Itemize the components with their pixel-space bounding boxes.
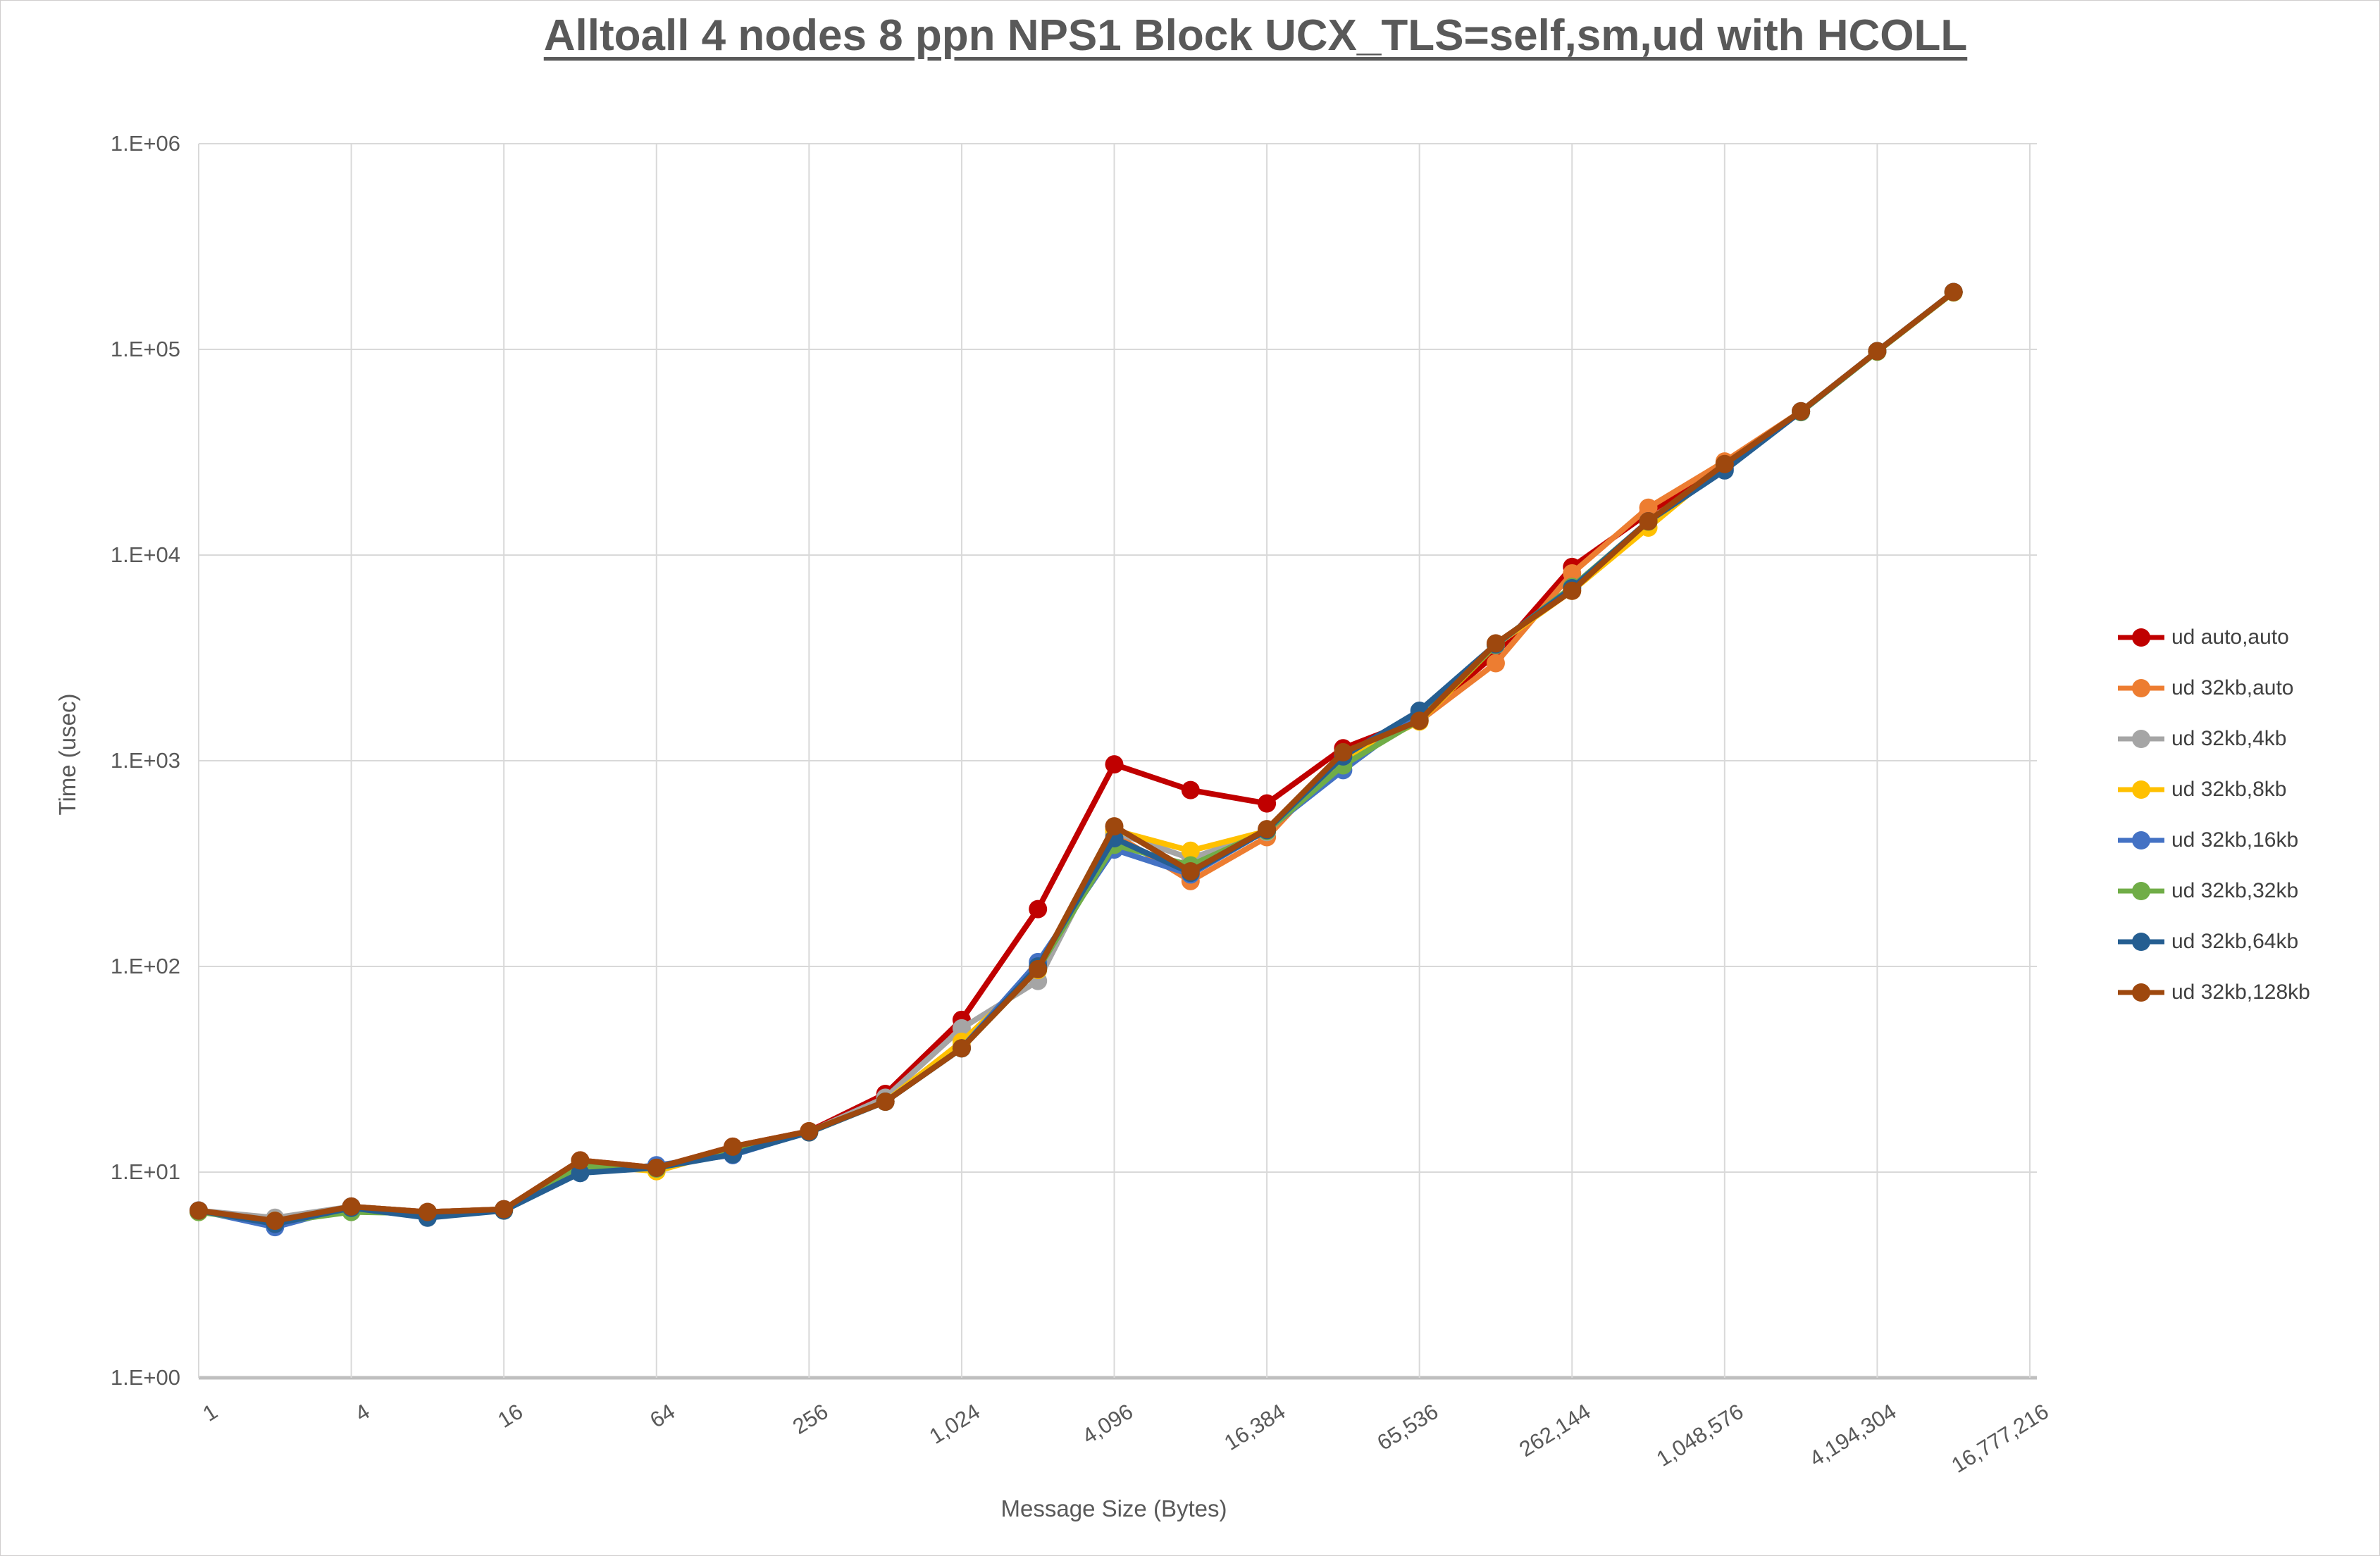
data-point-marker [571, 1151, 590, 1170]
legend-label: ud auto,auto [2171, 625, 2289, 649]
data-point-marker [952, 1019, 971, 1038]
legend-item-ud-32kb-auto: ud 32kb,auto [2118, 663, 2310, 714]
x-axis-title: Message Size (Bytes) [1000, 1495, 1227, 1521]
data-point-marker [724, 1137, 743, 1156]
data-point-marker [1105, 755, 1124, 774]
legend-item-ud-32kb-32kb: ud 32kb,32kb [2118, 866, 2310, 916]
legend-marker-icon [2118, 831, 2164, 849]
data-point-marker [1258, 820, 1277, 839]
series-ud-32kb-64kb [190, 282, 1963, 1233]
data-point-marker [876, 1093, 895, 1112]
legend-marker-icon [2118, 933, 2164, 951]
data-point-marker [1029, 959, 1048, 978]
legend-label: ud 32kb,32kb [2171, 879, 2299, 902]
data-point-marker [571, 1164, 590, 1183]
series-ud-32kb-32kb [190, 282, 1963, 1232]
y-tick-label: 1.E+01 [110, 1159, 180, 1184]
y-tick-label: 1.E+03 [110, 748, 180, 773]
data-point-marker [1563, 581, 1582, 600]
legend-marker-icon [2118, 628, 2164, 647]
data-point-marker [266, 1212, 285, 1231]
data-point-marker [647, 1158, 666, 1177]
data-point-marker [342, 1197, 361, 1216]
data-point-marker [1563, 564, 1582, 583]
legend-item-ud-32kb-16kb: ud 32kb,16kb [2118, 815, 2310, 866]
data-point-marker [1715, 454, 1734, 473]
series-line [196, 289, 1957, 1221]
data-point-marker [190, 1201, 208, 1220]
series-ud-32kb-auto [190, 282, 1963, 1231]
y-tick-label: 1.E+04 [110, 542, 180, 567]
series-ud-32kb-128kb [190, 282, 1963, 1231]
legend-marker-icon [2118, 882, 2164, 900]
series-ud-auto-auto [190, 282, 1963, 1231]
series-ud-32kb-4kb [190, 282, 1963, 1227]
series-line [196, 289, 1957, 1224]
legend-item-ud-32kb-128kb: ud 32kb,128kb [2118, 967, 2310, 1018]
legend-marker-icon [2118, 983, 2164, 1002]
series-line [196, 289, 1957, 1226]
legend-marker-icon [2118, 679, 2164, 697]
data-point-marker [1944, 282, 1963, 301]
legend-item-ud-32kb-8kb: ud 32kb,8kb [2118, 764, 2310, 815]
data-point-marker [1334, 742, 1353, 761]
y-tick-label: 1.E+05 [110, 337, 180, 361]
data-point-marker [1105, 817, 1124, 836]
legend-label: ud 32kb,auto [2171, 676, 2294, 699]
series-ud-32kb-16kb [190, 282, 1963, 1237]
data-point-marker [1639, 512, 1658, 531]
data-point-marker [1410, 711, 1429, 730]
legend-label: ud 32kb,4kb [2171, 727, 2287, 750]
legend-label: ud 32kb,128kb [2171, 981, 2310, 1004]
data-point-marker [1029, 900, 1048, 919]
legend-marker-icon [2118, 730, 2164, 748]
data-point-marker [1258, 794, 1277, 813]
legend-label: ud 32kb,16kb [2171, 828, 2299, 852]
y-tick-label: 1.E+00 [110, 1365, 180, 1390]
data-point-marker [1486, 654, 1505, 673]
series-line [196, 289, 1957, 1227]
legend-label: ud 32kb,64kb [2171, 930, 2299, 953]
legend: ud auto,auto ud 32kb,auto ud 32kb,4kb ud 32… [2118, 612, 2310, 1018]
legend-item-ud-32kb-4kb: ud 32kb,4kb [2118, 714, 2310, 764]
legend-item-ud-auto-auto: ud auto,auto [2118, 612, 2310, 663]
series-ud-32kb-8kb [190, 283, 1963, 1231]
legend-label: ud 32kb,8kb [2171, 778, 2287, 801]
data-point-marker [1868, 342, 1887, 361]
chart-title: Alltoall 4 nodes 8 ppn NPS1 Block UCX_TL… [543, 11, 1968, 60]
data-point-marker [1181, 841, 1200, 860]
data-point-marker [1181, 780, 1200, 799]
data-point-marker [1181, 861, 1200, 880]
legend-marker-icon [2118, 780, 2164, 799]
y-tick-label: 1.E+02 [110, 954, 180, 978]
data-point-marker [1639, 498, 1658, 517]
series-line [196, 289, 1957, 1231]
series-line [196, 289, 1957, 1224]
data-point-marker [418, 1202, 437, 1221]
data-point-marker [800, 1121, 819, 1140]
legend-item-ud-32kb-64kb: ud 32kb,64kb [2118, 916, 2310, 967]
data-point-marker [495, 1200, 514, 1219]
series-line [196, 290, 1957, 1224]
data-point-marker [952, 1039, 971, 1058]
series-line [196, 289, 1957, 1224]
data-point-marker [1486, 634, 1505, 653]
y-tick-label: 1.E+06 [110, 131, 180, 156]
data-point-marker [1792, 402, 1811, 421]
